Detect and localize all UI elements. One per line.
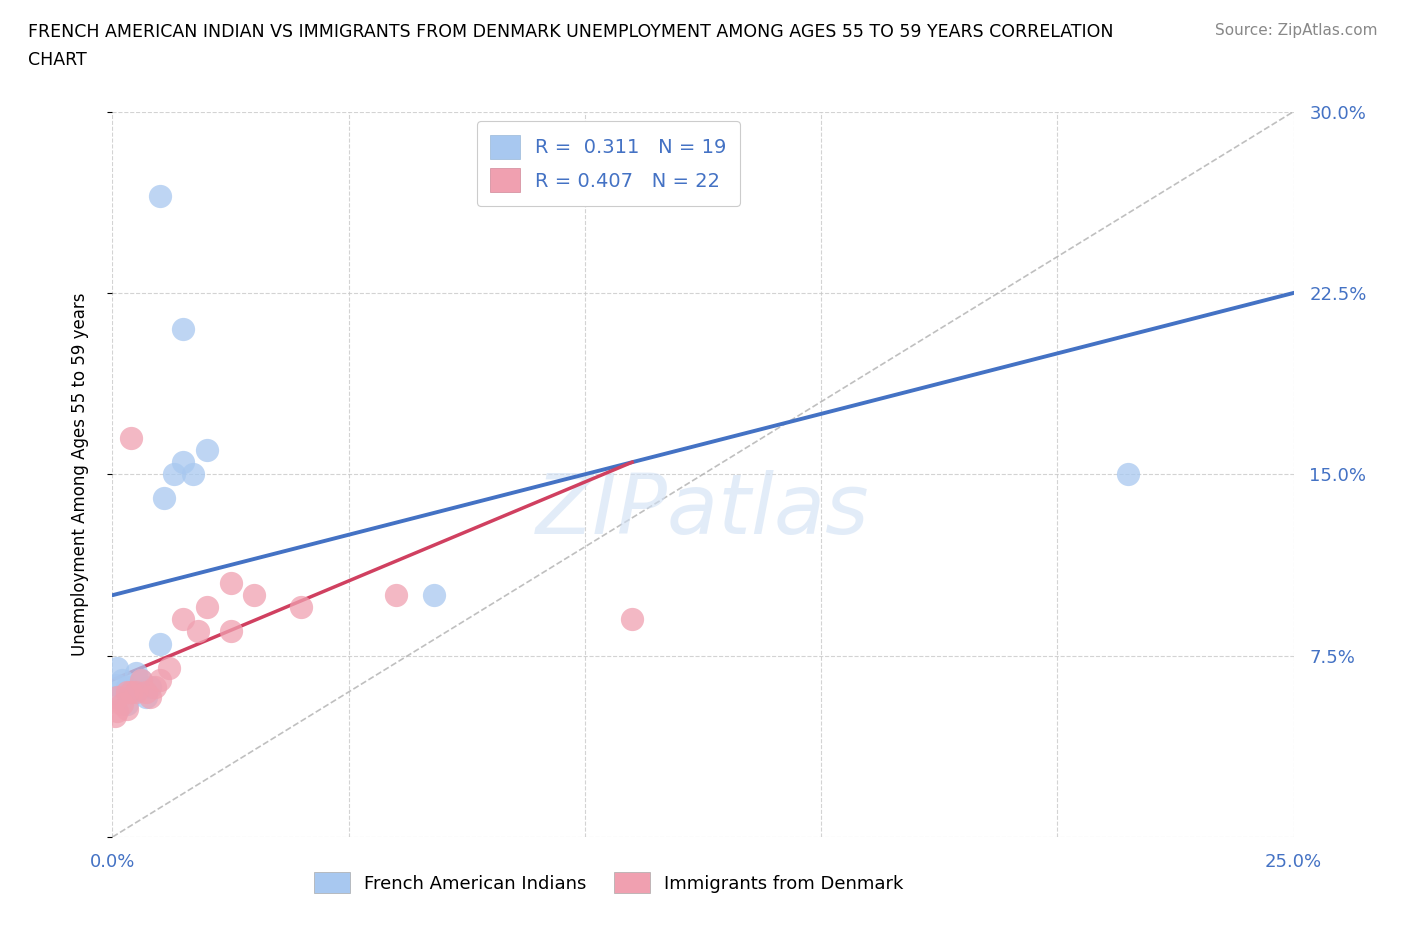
Point (219, 576, 242, 591)
Point (172, 612, 194, 627)
Point (172, 322, 194, 337)
Point (120, 431, 142, 445)
Point (104, 689, 127, 704)
Point (195, 443, 218, 458)
Point (186, 624, 208, 639)
Point (139, 689, 162, 704)
Point (139, 680, 162, 695)
Point (105, 677, 128, 692)
Point (621, 612, 644, 627)
Point (111, 672, 134, 687)
Legend: French American Indians, Immigrants from Denmark: French American Indians, Immigrants from… (307, 865, 911, 900)
Point (115, 684, 138, 699)
Point (149, 672, 172, 687)
Point (111, 697, 134, 711)
Point (290, 600, 312, 615)
Point (120, 684, 142, 699)
Point (422, 588, 444, 603)
Text: Source: ZipAtlas.com: Source: ZipAtlas.com (1215, 23, 1378, 38)
Point (129, 672, 152, 687)
Point (129, 672, 152, 687)
Point (149, 189, 172, 204)
Text: ZIPatlas: ZIPatlas (536, 470, 870, 551)
Point (115, 680, 138, 695)
Point (125, 684, 148, 699)
Point (195, 600, 218, 615)
Point (181, 467, 204, 482)
Point (172, 455, 194, 470)
Point (149, 636, 172, 651)
Point (385, 588, 408, 603)
Point (219, 624, 242, 639)
Point (163, 467, 186, 482)
Text: FRENCH AMERICAN INDIAN VS IMMIGRANTS FROM DENMARK UNEMPLOYMENT AMONG AGES 55 TO : FRENCH AMERICAN INDIAN VS IMMIGRANTS FRO… (28, 23, 1114, 41)
Point (120, 684, 142, 699)
Point (105, 689, 128, 704)
Point (105, 704, 128, 719)
Point (157, 660, 180, 675)
Point (125, 665, 148, 680)
Point (143, 680, 166, 695)
Point (115, 697, 138, 711)
Y-axis label: Unemployment Among Ages 55 to 59 years: Unemployment Among Ages 55 to 59 years (70, 293, 89, 656)
Point (115, 701, 138, 716)
Point (135, 689, 157, 704)
Point (104, 709, 127, 724)
Point (135, 684, 157, 699)
Point (105, 660, 128, 675)
Point (1116, 467, 1139, 482)
Point (153, 491, 176, 506)
Point (243, 588, 266, 603)
Text: CHART: CHART (28, 51, 87, 69)
